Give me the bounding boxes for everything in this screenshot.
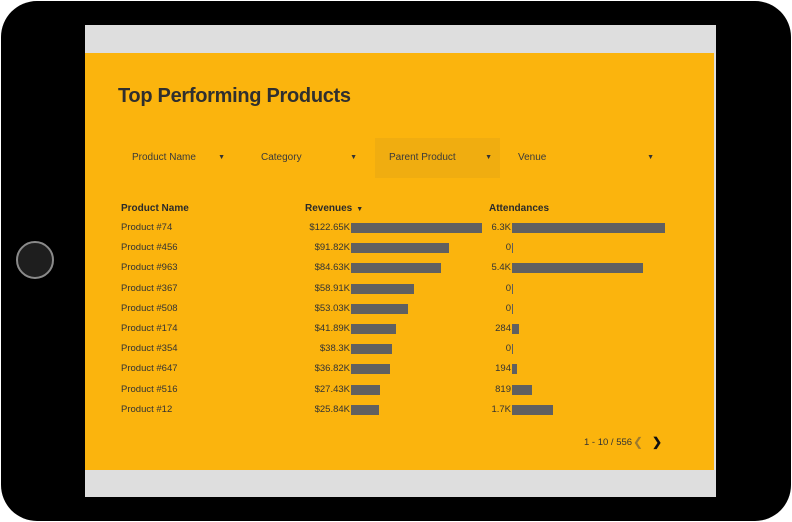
attendance-value: 0 xyxy=(505,343,511,355)
attendance-bar xyxy=(512,223,665,233)
column-header-attendances[interactable]: Attendances xyxy=(489,203,550,214)
caret-down-icon: ▼ xyxy=(647,154,654,161)
revenue-value: $25.84K xyxy=(314,403,350,415)
product-name-cell: Product #456 xyxy=(121,242,178,254)
product-name-cell: Product #74 xyxy=(121,222,173,233)
revenue-value: $27.43K xyxy=(314,383,350,395)
revenue-value: $53.03K xyxy=(314,302,350,314)
attendance-value: 0 xyxy=(505,282,511,294)
attendance-value: 1.7K xyxy=(491,403,511,415)
attendance-value: 194 xyxy=(495,363,511,375)
caret-down-icon: ▼ xyxy=(350,154,357,161)
screen: Top Performing Products Product Name ▼ C… xyxy=(85,25,716,497)
product-name-cell: Product #354 xyxy=(121,343,178,355)
attendance-value: 0 xyxy=(505,302,511,314)
product-name-cell: Product #367 xyxy=(121,282,178,294)
revenue-bar xyxy=(351,303,408,314)
revenue-value: $91.82K xyxy=(314,242,350,254)
product-name-cell: Product #508 xyxy=(121,302,178,314)
revenue-bar xyxy=(351,243,450,254)
product-name-cell: Product #516 xyxy=(121,383,178,395)
chevron-right-icon[interactable]: ❯ xyxy=(652,435,663,449)
column-header-product-name[interactable]: Product Name xyxy=(121,203,189,214)
caret-down-icon: ▼ xyxy=(485,154,492,161)
chevron-left-icon[interactable]: ❮ xyxy=(633,435,644,449)
column-header-label: Revenues xyxy=(305,203,353,214)
revenue-bar xyxy=(351,364,391,375)
revenue-bar xyxy=(351,324,396,334)
revenue-value: $41.89K xyxy=(314,323,350,334)
attendance-value: 819 xyxy=(495,383,511,395)
product-name-cell: Product #647 xyxy=(121,363,178,375)
caret-down-icon: ▼ xyxy=(218,154,225,161)
home-button[interactable] xyxy=(16,241,54,279)
attendance-bar xyxy=(512,283,513,294)
filter-product-name[interactable]: Product Name ▼ xyxy=(118,138,233,178)
revenue-value: $58.91K xyxy=(314,282,350,294)
filter-parent-product[interactable]: Parent Product ▼ xyxy=(375,138,500,178)
filter-label: Venue xyxy=(518,152,547,163)
attendance-bar xyxy=(512,324,519,334)
attendance-value: 284 xyxy=(495,323,511,334)
page-title: Top Performing Products xyxy=(118,85,351,107)
revenue-bar xyxy=(351,404,379,415)
revenue-bar xyxy=(351,263,442,274)
sort-desc-icon: ▼ xyxy=(356,206,364,213)
pagination-text: 1 - 10 / 556 xyxy=(584,437,633,448)
revenue-value: $36.82K xyxy=(314,363,350,375)
attendance-bar xyxy=(512,303,513,314)
revenue-bar xyxy=(351,384,381,395)
report-canvas xyxy=(85,53,714,470)
filter-label: Parent Product xyxy=(389,152,456,163)
filter-category[interactable]: Category ▼ xyxy=(247,138,365,178)
filter-venue[interactable]: Venue ▼ xyxy=(504,138,662,178)
product-name-cell: Product #963 xyxy=(121,262,178,274)
filter-label: Category xyxy=(261,152,302,163)
revenue-value: $122.65K xyxy=(309,222,350,233)
product-name-cell: Product #174 xyxy=(121,323,178,334)
filter-label: Product Name xyxy=(132,152,196,163)
attendance-value: 0 xyxy=(505,242,511,254)
revenue-value: $38.3K xyxy=(319,343,350,355)
attendance-value: 6.3K xyxy=(491,222,511,233)
product-name-cell: Product #12 xyxy=(121,403,173,415)
revenue-value: $84.63K xyxy=(314,262,350,274)
attendance-value: 5.4K xyxy=(491,262,511,274)
attendance-bar xyxy=(512,243,513,254)
attendance-bar xyxy=(512,384,532,395)
attendance-bar xyxy=(512,404,554,415)
revenue-bar xyxy=(351,283,414,294)
column-header-revenues[interactable]: Revenues ▼ xyxy=(305,203,363,214)
revenue-bar xyxy=(351,223,482,233)
attendance-bar xyxy=(512,364,517,375)
revenue-bar xyxy=(351,344,392,355)
attendance-bar xyxy=(512,344,513,355)
attendance-bar xyxy=(512,263,644,274)
